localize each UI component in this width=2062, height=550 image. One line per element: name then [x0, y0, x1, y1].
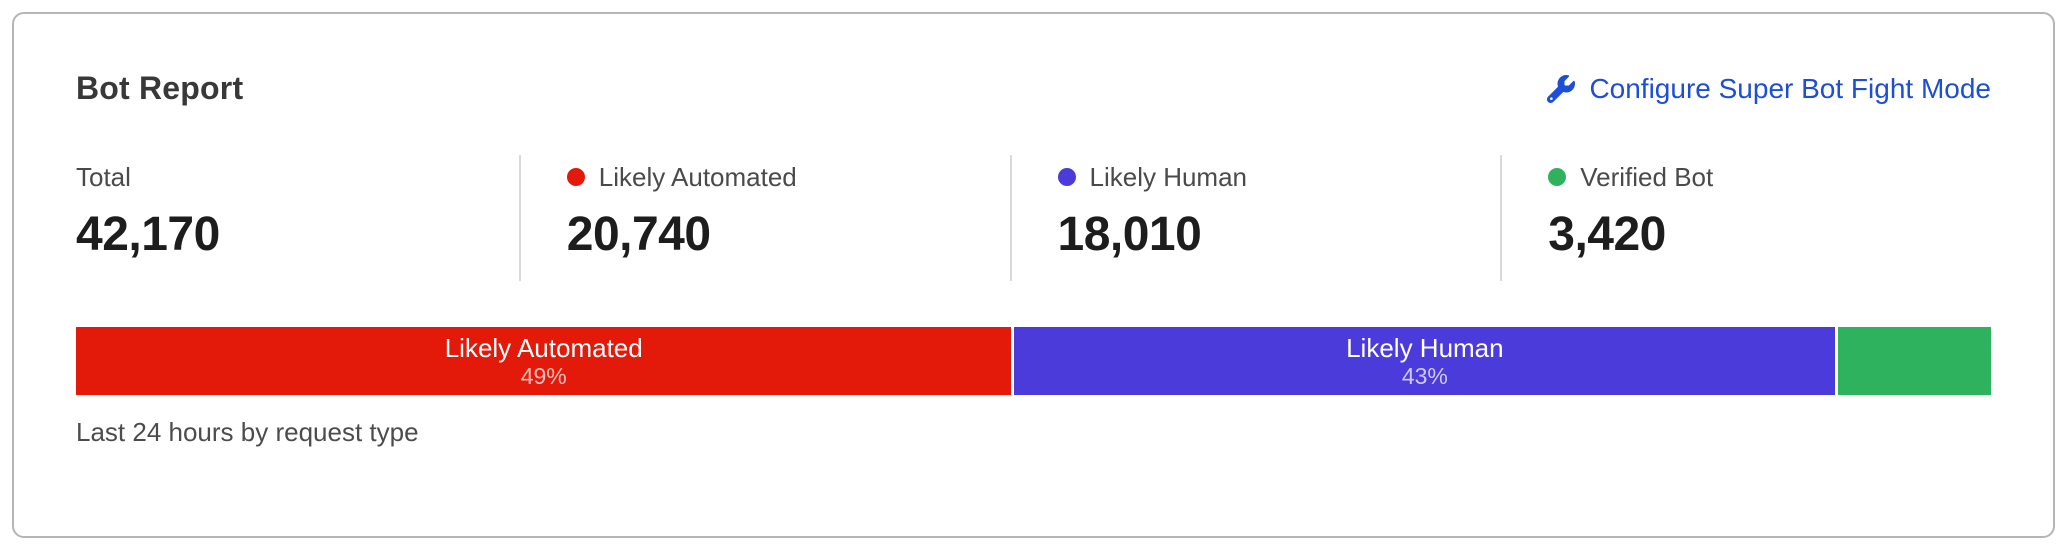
page-title: Bot Report — [76, 70, 244, 106]
chart-caption: Last 24 hours by request type — [76, 417, 419, 447]
stat-likely-automated: Likely Automated 20,740 — [518, 155, 1010, 281]
bar-segment-likely-human-label: Likely Human — [1346, 333, 1504, 363]
request-type-stacked-bar: Likely Automated 49% Likely Human 43% — [76, 327, 1991, 395]
stat-likely-human: Likely Human 18,010 — [1009, 155, 1501, 281]
stat-likely-automated-label: Likely Automated — [598, 162, 797, 192]
bot-report-card: Bot Report Configure Super Bot Fight Mod… — [12, 12, 2055, 538]
bar-segment-likely-automated-label: Likely Automated — [444, 333, 643, 363]
stat-verified-bot: Verified Bot 3,420 — [1500, 155, 1991, 281]
bar-segment-likely-automated[interactable]: Likely Automated 49% — [76, 327, 1012, 395]
stats-row: Total 42,170 Likely Automated 20,740 Lik… — [76, 155, 1991, 281]
verified-bot-dot-icon — [1548, 168, 1567, 186]
stat-likely-human-value: 18,010 — [1057, 208, 1202, 261]
likely-automated-dot-icon — [566, 168, 585, 186]
bar-segment-likely-automated-percent: 49% — [520, 363, 567, 389]
card-header: Bot Report Configure Super Bot Fight Mod… — [76, 70, 1991, 107]
stat-total: Total 42,170 — [76, 155, 519, 281]
configure-link-label: Configure Super Bot Fight Mode — [1589, 72, 1991, 104]
stat-verified-bot-label: Verified Bot — [1580, 162, 1714, 192]
bar-segment-likely-human-percent: 43% — [1401, 363, 1448, 389]
likely-human-dot-icon — [1057, 168, 1076, 186]
stat-likely-automated-value: 20,740 — [566, 208, 711, 261]
wrench-icon — [1547, 74, 1576, 103]
bar-segment-verified-bot[interactable] — [1838, 327, 1991, 395]
configure-super-bot-fight-mode-link[interactable]: Configure Super Bot Fight Mode — [1547, 73, 1991, 105]
bar-segment-likely-human[interactable]: Likely Human 43% — [1014, 327, 1836, 395]
stat-verified-bot-value: 3,420 — [1548, 208, 1666, 261]
stat-likely-human-label: Likely Human — [1089, 162, 1248, 192]
stat-total-value: 42,170 — [76, 208, 220, 261]
stat-total-label: Total — [76, 162, 131, 192]
